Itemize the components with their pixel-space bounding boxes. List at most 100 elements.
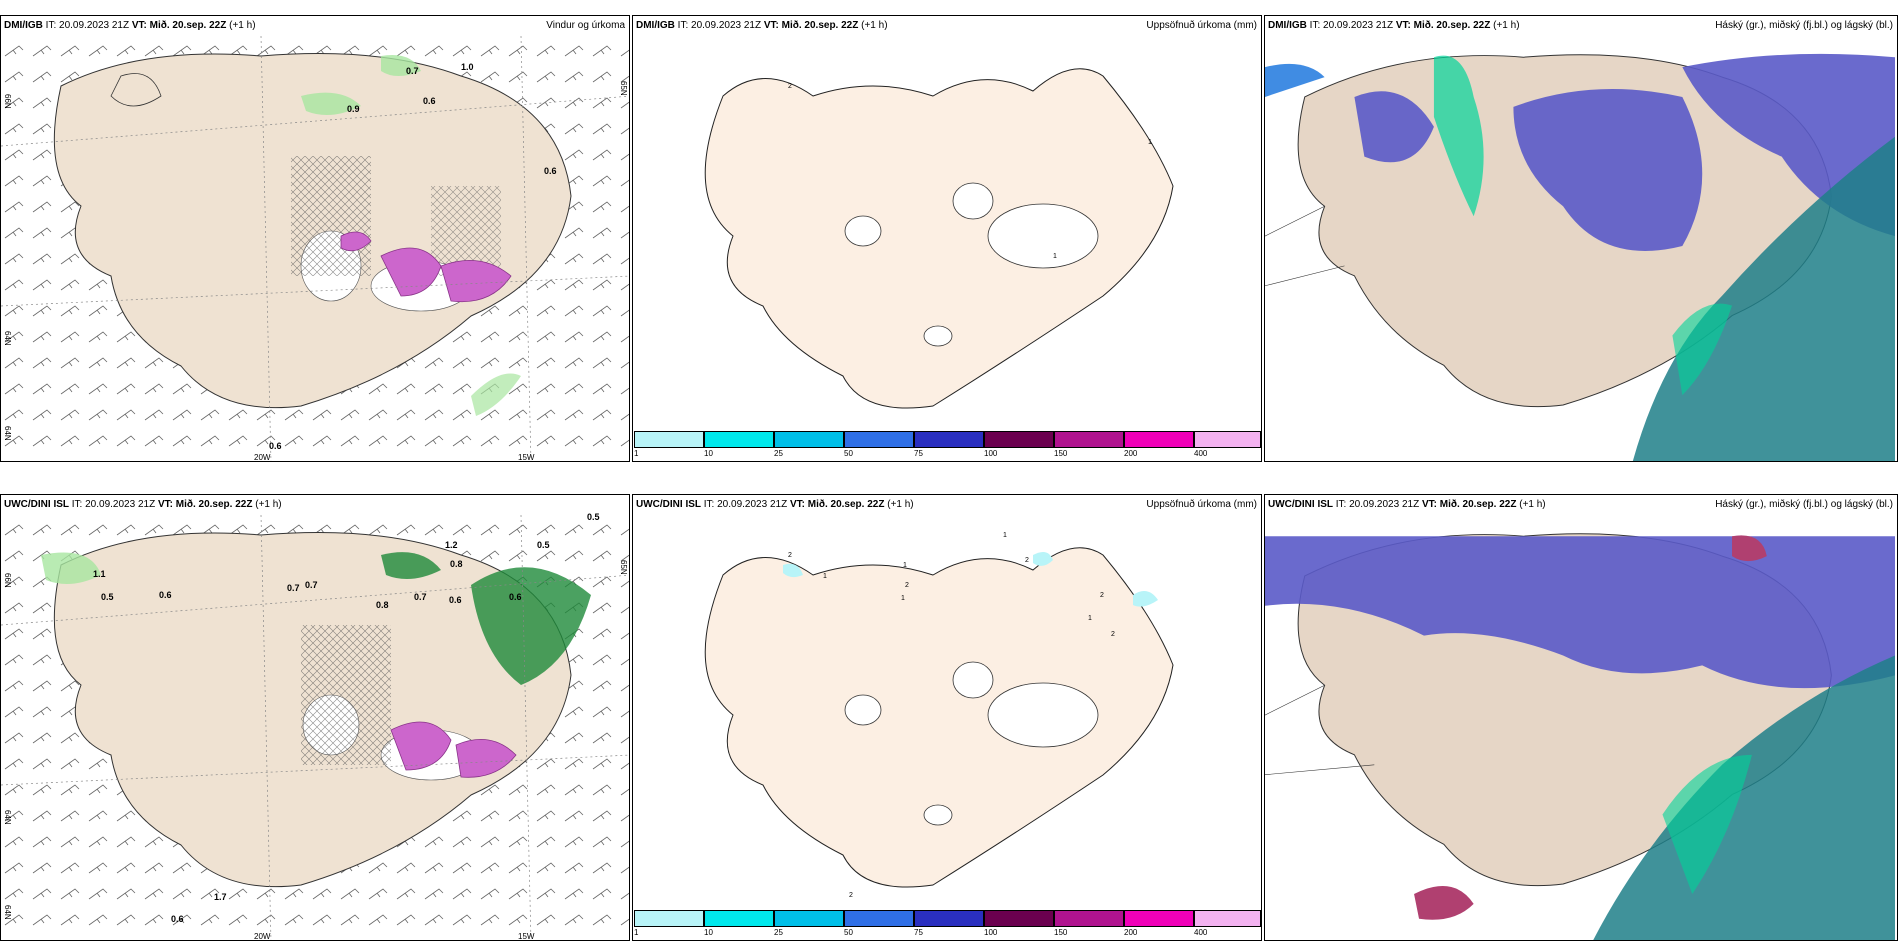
valid-label: VT:: [157, 499, 173, 510]
precip-value: 1: [1088, 615, 1092, 622]
wind-value: 0.6: [159, 590, 172, 600]
lon-label-15w: 15W: [518, 453, 535, 462]
precip-value: 1: [903, 562, 907, 569]
lead-time: (+1 h): [229, 20, 256, 31]
colorbar-swatch: [844, 910, 914, 927]
colorbar-swatch: [984, 431, 1054, 448]
init-label: IT:: [703, 499, 715, 510]
wind-value: 0.8: [450, 559, 463, 569]
precip-value: 2: [905, 582, 909, 589]
colorbar-tick: 75: [914, 449, 923, 458]
lat-label-64n: 64N: [3, 331, 12, 346]
colorbar-tick: 75: [914, 928, 923, 937]
colorbar-swatch: [844, 431, 914, 448]
colorbar-tick: 50: [844, 449, 853, 458]
lon-label-15w: 15W: [518, 932, 535, 941]
panel-title: Háský (gr.), miðský (fj.bl.) og lágský (…: [1715, 499, 1893, 510]
lat-label-64n-b: 64N: [3, 905, 12, 920]
precip-map: [704, 68, 1174, 409]
colorbar-tick: 150: [1054, 928, 1068, 937]
precip-value: 2: [1100, 592, 1104, 599]
wind-map: [1, 36, 629, 461]
colorbar-tick: 400: [1194, 449, 1208, 458]
colorbar-swatch: [1054, 910, 1124, 927]
valid-label: VT:: [789, 499, 805, 510]
panel-header: UWC/DINI ISL IT: 20.09.2023 21Z VT: Mið.…: [1, 495, 629, 515]
panel-title: Háský (gr.), miðský (fj.bl.) og lágský (…: [1715, 20, 1893, 31]
panel-header: UWC/DINI ISL IT: 20.09.2023 21Z VT: Mið.…: [633, 495, 1261, 515]
init-label: IT:: [1309, 20, 1321, 31]
lat-label-side: 65N: [619, 81, 628, 96]
wind-value: 0.8: [376, 600, 389, 610]
precip-value: 2: [849, 892, 853, 899]
wind-value: 1.2: [445, 540, 458, 550]
model-name: UWC/DINI ISL: [4, 499, 69, 510]
lat-label-64n: 64N: [3, 810, 12, 825]
wind-value: 0.7: [414, 592, 427, 602]
colorbar-tick: 1: [634, 928, 639, 937]
lead-time: (+1 h): [887, 499, 914, 510]
lead-time: (+1 h): [255, 499, 282, 510]
cloud-map: [1265, 516, 1895, 940]
init-label: IT:: [1335, 499, 1347, 510]
model-name: DMI/IGB: [636, 20, 675, 31]
precip-value: 2: [788, 83, 792, 90]
init-time: 20.09.2023 21Z: [1349, 499, 1420, 510]
colorbar-swatch: [704, 431, 774, 448]
model-name: UWC/DINI ISL: [636, 499, 701, 510]
init-time: 20.09.2023 21Z: [691, 20, 762, 31]
precip-map: [704, 547, 1174, 888]
wind-value: 0.6: [171, 914, 184, 924]
colorbar-tick: 400: [1194, 928, 1208, 937]
precip-value: 2: [1111, 631, 1115, 638]
panel-title: Uppsöfnuð úrkoma (mm): [1146, 499, 1257, 510]
colorbar-tick: 50: [844, 928, 853, 937]
init-time: 20.09.2023 21Z: [717, 499, 788, 510]
wind-value: 0.5: [587, 512, 600, 522]
lead-time: (+1 h): [1493, 20, 1520, 31]
colorbar-swatch: [1124, 910, 1194, 927]
wind-value: 0.6: [423, 96, 436, 106]
valid-time: Mið. 20.sep. 22Z: [1413, 20, 1491, 31]
valid-time: Mið. 20.sep. 22Z: [149, 20, 227, 31]
precip-value: 1: [1003, 532, 1007, 539]
panel-header: DMI/IGB IT: 20.09.2023 21Z VT: Mið. 20.s…: [633, 16, 1261, 36]
valid-time: Mið. 20.sep. 22Z: [781, 20, 859, 31]
lead-time: (+1 h): [1519, 499, 1546, 510]
valid-label: VT:: [1395, 20, 1411, 31]
panel-title: Vindur og úrkoma: [546, 20, 625, 31]
colorbar-tick: 1: [634, 449, 639, 458]
colorbar-tick: 150: [1054, 449, 1068, 458]
precip-value: 1: [901, 595, 905, 602]
colorbar-swatch: [914, 910, 984, 927]
lat-label-64n-b: 64N: [3, 426, 12, 441]
wind-map: [1, 515, 629, 940]
init-label: IT:: [71, 499, 83, 510]
valid-time: Mið. 20.sep. 22Z: [1439, 499, 1517, 510]
panel-uwc-precip: UWC/DINI ISL IT: 20.09.2023 21Z VT: Mið.…: [632, 494, 1262, 941]
colorbar-tick: 200: [1124, 928, 1138, 937]
colorbar-tick: 100: [984, 449, 998, 458]
panel-header: DMI/IGB IT: 20.09.2023 21Z VT: Mið. 20.s…: [1265, 16, 1897, 36]
wind-value: 1.0: [461, 62, 474, 72]
colorbar-swatch: [634, 431, 704, 448]
colorbar-tick: 10: [704, 928, 713, 937]
wind-value: 0.6: [544, 166, 557, 176]
precip-value: 1: [823, 573, 827, 580]
valid-time: Mið. 20.sep. 22Z: [807, 499, 885, 510]
panel-header: UWC/DINI ISL IT: 20.09.2023 21Z VT: Mið.…: [1265, 495, 1897, 515]
model-name: DMI/IGB: [1268, 20, 1307, 31]
init-label: IT:: [677, 20, 689, 31]
panel-dmi-precip: DMI/IGB IT: 20.09.2023 21Z VT: Mið. 20.s…: [632, 15, 1262, 462]
colorbar-swatch: [1194, 910, 1261, 927]
lon-label-20w: 20W: [254, 453, 271, 462]
colorbar-tick: 25: [774, 449, 783, 458]
wind-value: 0.6: [449, 595, 462, 605]
cloud-map: [1265, 37, 1895, 461]
wind-value: 0.5: [537, 540, 550, 550]
lat-label-66n: 66N: [3, 573, 12, 588]
precip-value: 1: [1053, 253, 1057, 260]
colorbar-swatch: [914, 431, 984, 448]
panel-dmi-clouds: DMI/IGB IT: 20.09.2023 21Z VT: Mið. 20.s…: [1264, 15, 1898, 462]
wind-value: 0.7: [406, 66, 419, 76]
